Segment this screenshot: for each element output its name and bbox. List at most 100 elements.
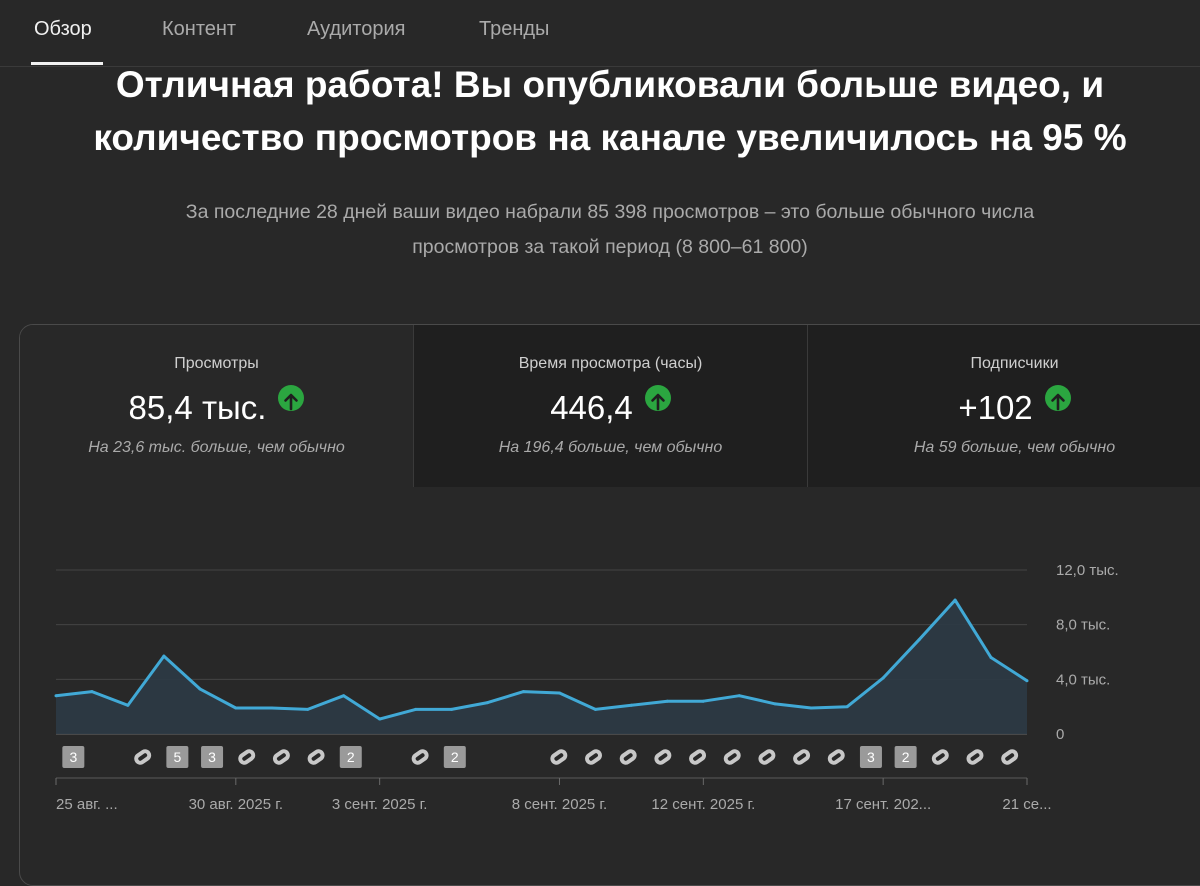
shorts-icon[interactable] bbox=[652, 747, 674, 767]
video-count-label: 3 bbox=[867, 749, 875, 765]
data-point[interactable] bbox=[378, 717, 382, 721]
metric-value: 85,4 тыс. bbox=[20, 385, 413, 427]
video-count-badge[interactable] bbox=[339, 746, 362, 768]
video-count-label: 3 bbox=[69, 749, 77, 765]
views-line bbox=[55, 598, 1028, 721]
data-point[interactable] bbox=[486, 701, 490, 705]
y-tick-label: 4,0 тыс. bbox=[1056, 671, 1110, 688]
data-point[interactable] bbox=[414, 707, 418, 711]
metric-label: Подписчики bbox=[970, 355, 1059, 372]
data-point[interactable] bbox=[450, 707, 454, 711]
video-count-badge[interactable] bbox=[894, 746, 917, 768]
shorts-icon[interactable] bbox=[583, 747, 605, 767]
data-point[interactable] bbox=[881, 676, 885, 680]
arrow-up-icon bbox=[1044, 385, 1071, 411]
data-point[interactable] bbox=[1025, 679, 1029, 683]
video-count-badge[interactable] bbox=[62, 746, 85, 768]
metric-value: +102 bbox=[808, 385, 1200, 427]
headline-line-1: Отличная работа! Вы опубликовали больше … bbox=[115, 64, 1105, 105]
shorts-icon[interactable] bbox=[305, 747, 327, 767]
shorts-icon[interactable] bbox=[791, 747, 813, 767]
shorts-icon[interactable] bbox=[548, 747, 570, 767]
y-tick-label: 0 bbox=[1056, 726, 1064, 743]
x-tick-label: 8 сент. 2025 г. bbox=[512, 796, 608, 813]
data-point[interactable] bbox=[917, 638, 921, 642]
y-tick-label: 12,0 тыс. bbox=[1056, 562, 1119, 579]
video-count-badge[interactable] bbox=[443, 746, 466, 768]
video-count-label: 2 bbox=[451, 749, 459, 765]
summary-text: За последние 28 дней ваши видео набрали … bbox=[0, 195, 1200, 265]
tab-trends[interactable]: Тренды bbox=[479, 18, 550, 40]
data-point[interactable] bbox=[270, 706, 274, 710]
metric-value-text: 85,4 тыс. bbox=[128, 389, 267, 426]
data-point[interactable] bbox=[665, 699, 669, 703]
metric-note: На 23,6 тыс. больше, чем обычно bbox=[88, 439, 345, 456]
data-point[interactable] bbox=[198, 687, 202, 691]
views-area bbox=[56, 600, 1027, 734]
shorts-icon[interactable] bbox=[756, 747, 778, 767]
arrow-up-icon bbox=[278, 385, 305, 411]
shorts-icon[interactable] bbox=[617, 747, 639, 767]
metric-value-text: +102 bbox=[958, 389, 1033, 426]
data-point[interactable] bbox=[54, 694, 58, 698]
views-chart[interactable]: 12,0 тыс. 8,0 тыс. 4,0 тыс. 0 3 5 3 2 2 3 2 25 авг.… bbox=[0, 0, 1200, 852]
shorts-icon[interactable] bbox=[721, 747, 743, 767]
headline: Отличная работа! Вы опубликовали больше … bbox=[0, 58, 1200, 164]
tab-bar: Обзор Контент Аудитория Тренды bbox=[0, 0, 1200, 67]
data-point[interactable] bbox=[306, 707, 310, 711]
data-point[interactable] bbox=[162, 654, 166, 658]
x-tick-label: 21 се... bbox=[1002, 796, 1051, 813]
metric-watch-time[interactable]: Время просмотра (часы) 446,4 На 196,4 бо… bbox=[413, 325, 807, 487]
data-point[interactable] bbox=[953, 598, 957, 602]
data-point[interactable] bbox=[234, 706, 238, 710]
video-count-badge[interactable] bbox=[201, 746, 224, 768]
metric-views[interactable]: Просмотры 85,4 тыс. На 23,6 тыс. больше,… bbox=[20, 325, 413, 487]
metric-subscribers[interactable]: Подписчики +102 На 59 больше, чем обычно bbox=[807, 325, 1200, 487]
video-count-label: 3 bbox=[208, 749, 216, 765]
video-count-badge[interactable] bbox=[166, 746, 189, 768]
data-point[interactable] bbox=[701, 699, 705, 703]
x-tick-label: 25 авг. ... bbox=[56, 796, 118, 813]
metric-label: Время просмотра (часы) bbox=[518, 355, 703, 372]
data-point[interactable] bbox=[737, 694, 741, 698]
data-point[interactable] bbox=[629, 703, 633, 707]
metric-label: Просмотры bbox=[174, 355, 259, 372]
video-count-label: 2 bbox=[347, 749, 355, 765]
shorts-icon[interactable] bbox=[929, 747, 951, 767]
shorts-icon[interactable] bbox=[271, 747, 293, 767]
data-point[interactable] bbox=[773, 702, 777, 706]
data-point[interactable] bbox=[845, 705, 849, 709]
shorts-icon[interactable] bbox=[964, 747, 986, 767]
y-tick-label: 8,0 тыс. bbox=[1056, 617, 1110, 634]
data-point[interactable] bbox=[522, 690, 526, 694]
data-point[interactable] bbox=[557, 691, 561, 695]
active-tab-indicator bbox=[31, 62, 103, 65]
video-count-label: 2 bbox=[902, 749, 910, 765]
data-point[interactable] bbox=[989, 655, 993, 659]
data-point[interactable] bbox=[809, 706, 813, 710]
x-tick-label: 30 авг. 2025 г. bbox=[189, 796, 283, 813]
video-count-badge[interactable] bbox=[859, 746, 882, 768]
data-point[interactable] bbox=[593, 707, 597, 711]
shorts-icon[interactable] bbox=[236, 747, 258, 767]
summary-line-2: просмотров за такой период (8 800–61 800… bbox=[412, 236, 808, 258]
stats-card: Просмотры 85,4 тыс. На 23,6 тыс. больше,… bbox=[19, 324, 1200, 886]
shorts-icon[interactable] bbox=[687, 747, 709, 767]
metric-note: На 196,4 больше, чем обычно bbox=[498, 439, 723, 456]
shorts-icon[interactable] bbox=[999, 747, 1021, 767]
summary-line-1: За последние 28 дней ваши видео набрали … bbox=[185, 201, 1035, 223]
shorts-icon[interactable] bbox=[132, 747, 154, 767]
x-tick-label: 17 сент. 202... bbox=[835, 796, 931, 813]
tab-content[interactable]: Контент bbox=[162, 18, 237, 40]
tab-audience[interactable]: Аудитория bbox=[307, 18, 406, 40]
shorts-icon[interactable] bbox=[825, 747, 847, 767]
data-point[interactable] bbox=[342, 694, 346, 698]
video-count-label: 5 bbox=[173, 749, 181, 765]
data-point[interactable] bbox=[126, 703, 130, 707]
shorts-icon[interactable] bbox=[409, 747, 431, 767]
data-point[interactable] bbox=[90, 690, 94, 694]
x-tick-label: 12 сент. 2025 г. bbox=[651, 796, 755, 813]
tab-overview[interactable]: Обзор bbox=[34, 18, 92, 40]
metric-value-text: 446,4 bbox=[550, 389, 633, 426]
metric-note: На 59 больше, чем обычно bbox=[913, 439, 1116, 456]
